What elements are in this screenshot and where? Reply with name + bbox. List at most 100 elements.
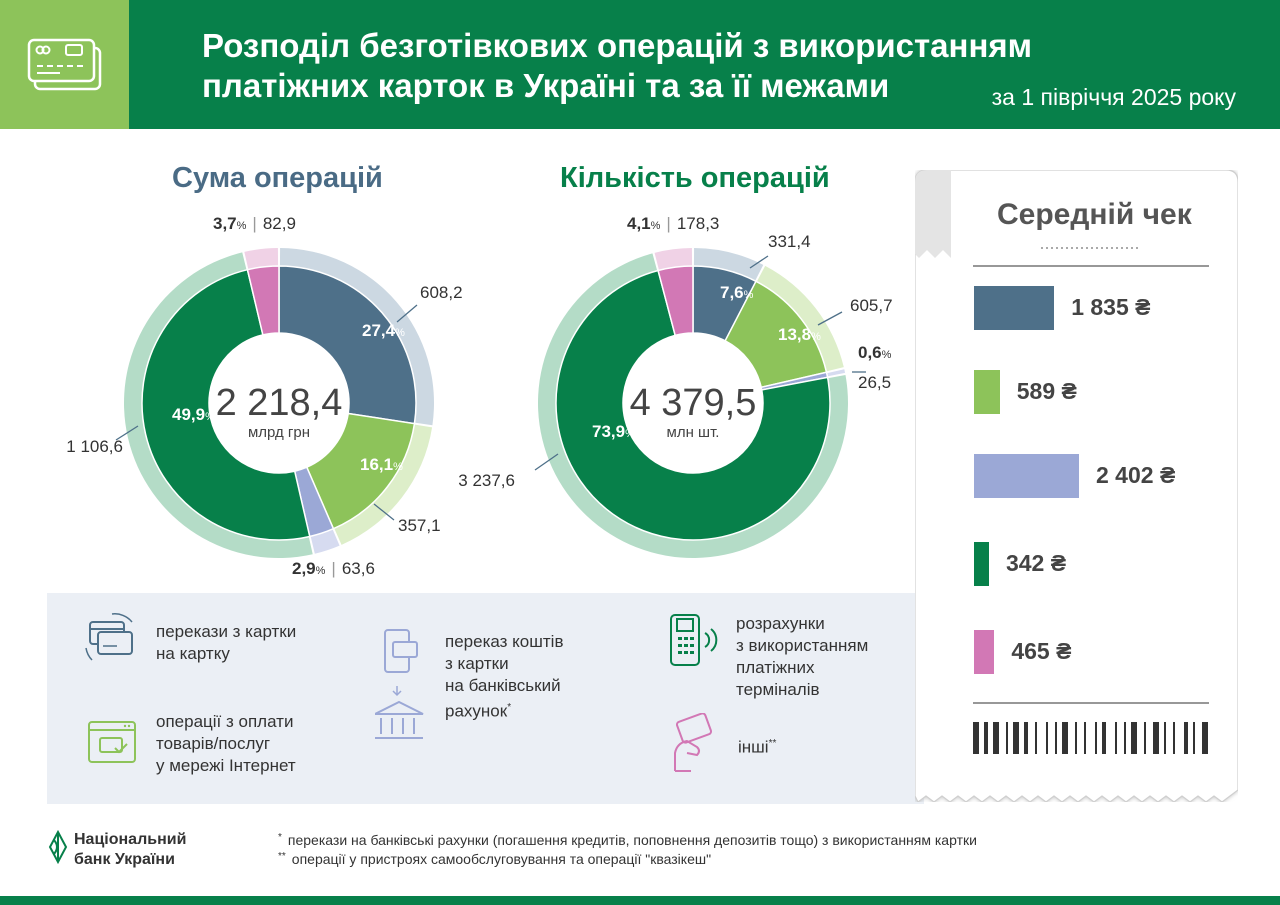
header-icon-box (0, 0, 129, 129)
avg-check-bar (974, 542, 989, 586)
donut-percent-label: 27,4% (362, 321, 405, 340)
page-title-line2: платіжних карток в Україні та за її межа… (202, 67, 890, 104)
donut-value-label: 608,2 (420, 283, 463, 302)
legend-stars: ** (768, 738, 777, 749)
barcode-bar (1035, 722, 1037, 754)
avg-check-value: 1 835 ₴ (1071, 294, 1151, 320)
chart-title-sum: Сума операцій (172, 162, 383, 194)
avg-check-bar (974, 370, 1000, 414)
leader-line (373, 503, 395, 521)
legend-star: * (507, 702, 512, 713)
barcode-bar (1164, 722, 1166, 754)
legend-label-other: інші** (738, 733, 776, 759)
barcode-bar (1202, 722, 1208, 754)
nbu-logo-icon (48, 830, 68, 864)
donut-outside-label: 2,9% | 63,6 (292, 559, 375, 578)
barcode-bar (993, 722, 999, 754)
avg-check-bar (974, 286, 1055, 330)
barcode-bar (973, 722, 979, 754)
donut-outside-label: 4,1% | 178,3 (627, 214, 719, 233)
avg-check-value: 465 ₴ (1011, 638, 1072, 664)
barcode-bar (1144, 722, 1146, 754)
legend-label-bank-account: переказ коштів з картки на банківський р… (445, 631, 563, 723)
donut-center-value: 4 379,5 (630, 382, 757, 424)
leader-line (534, 453, 559, 471)
donut-outer-segment (826, 369, 846, 377)
barcode-bar (1013, 722, 1019, 754)
barcode-bar (1046, 722, 1048, 754)
leader-line (396, 304, 418, 323)
barcode-bar (1184, 722, 1188, 754)
donut-outer-segment (244, 248, 279, 270)
donut-percent-label: 73,9% (592, 422, 635, 441)
bank-name-line2: банк України (74, 851, 175, 868)
donut-value-label: 1 106,6 (66, 437, 123, 456)
donut-center-unit: млн шт. (667, 424, 720, 441)
donut-outer-segment (693, 248, 764, 281)
donut-value-label: 605,7 (850, 296, 893, 315)
legend-label-internet: операції з оплати товарів/послуг у мереж… (156, 712, 296, 775)
chart-title-count: Кількість операцій (560, 162, 830, 194)
donut-outer-segment (756, 265, 844, 372)
avg-check-title: Середній чек (997, 198, 1192, 231)
donut-outside-label: 3,7% | 82,9 (213, 214, 296, 233)
barcode-bar (1075, 722, 1077, 754)
donut-percent-label: 13,8% (778, 325, 821, 344)
bank-name-line1: Національний (74, 831, 187, 848)
donut-hole (209, 333, 349, 473)
footnote-1-text: перекази на банківські рахунки (погашенн… (287, 832, 977, 848)
donut-percent-label: 49,9% (172, 405, 215, 424)
barcode-bar (1173, 722, 1175, 754)
donut-percent-label: 7,6% (720, 283, 754, 302)
barcode-bar (1055, 722, 1057, 754)
leader-line (115, 425, 139, 441)
footnote-2-text: операції у пристроях самообслуговування … (291, 851, 712, 867)
avg-check-value: 589 ₴ (1016, 378, 1077, 404)
legend-label-other-text: інші (738, 737, 769, 757)
barcode-bar (1193, 722, 1195, 754)
donut-center-value: 2 218,4 (216, 382, 343, 424)
donut-outside-label: 0,6% (858, 343, 892, 362)
avg-check-value: 342 ₴ (1005, 550, 1067, 576)
legend-label-bank-account-text: переказ коштів з картки на банківський р… (445, 632, 564, 721)
page-title: Розподіл безготівкових операцій з викори… (202, 26, 1102, 106)
footer-bar (0, 896, 1280, 905)
footnote-1-mark: * (278, 832, 282, 843)
other-card-hand-icon (674, 713, 713, 772)
bank-name: Національний банк України (74, 830, 186, 870)
leader-line (817, 311, 843, 326)
pos-terminal-icon (670, 614, 718, 666)
donut-percent-label: 16,1% (360, 455, 403, 474)
barcode-bar (984, 722, 988, 754)
cards-icon (27, 38, 102, 91)
page-title-line1: Розподіл безготівкових операцій з викори… (202, 27, 1033, 64)
footnote-2: ** операції у пристроях самообслуговуванн… (278, 851, 711, 867)
barcode-bar (1006, 722, 1008, 754)
avg-check-bar (974, 454, 1079, 498)
card-transfer-icon (85, 613, 133, 661)
avg-check-bar (974, 630, 995, 674)
barcode-bar (1115, 722, 1117, 754)
barcode-bar (1095, 722, 1097, 754)
barcode-bar (1102, 722, 1106, 754)
donut-value-label: 357,1 (398, 516, 441, 535)
barcode-bar (1062, 722, 1068, 754)
donut-value-label: 331,4 (768, 232, 811, 251)
barcode-bar (1024, 722, 1028, 754)
avg-check-value: 2 402 ₴ (1096, 462, 1176, 488)
donut-center-unit: млрд грн (248, 424, 310, 441)
period-label: за 1 півріччя 2025 року (991, 84, 1236, 110)
donut-hole (623, 333, 763, 473)
barcode-bar (1131, 722, 1137, 754)
legend-panel: перекази з картки на картку операції з о… (47, 593, 924, 804)
legend-label-card-to-card: перекази з картки на картку (156, 622, 297, 663)
donut-outer-segment (279, 248, 435, 426)
barcode-bar (1153, 722, 1159, 754)
footnote-2-mark: ** (278, 851, 286, 862)
barcode-bar (1084, 722, 1086, 754)
donut-value-label: 3 237,6 (458, 471, 515, 490)
header: Розподіл безготівкових операцій з викори… (0, 0, 1280, 129)
